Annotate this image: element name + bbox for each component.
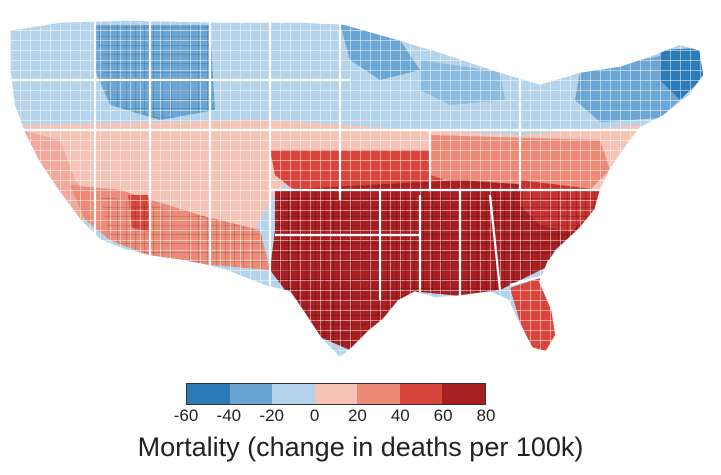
- colorbar-bin: [442, 384, 486, 404]
- state-borders: [10, 20, 700, 300]
- map-svg: [9, 19, 705, 359]
- colorbar-tick-label: 60: [433, 406, 453, 425]
- colorbar-ticks: -60 -40 -20 0 20 40 60 80: [174, 406, 496, 430]
- colorbar-tick-label: 80: [476, 406, 496, 425]
- colorbar: [186, 383, 486, 405]
- colorbar-bin: [272, 384, 315, 404]
- colorbar-bin: [187, 384, 230, 404]
- colorbar-tick-label: -40: [216, 406, 242, 425]
- colorbar-tick-label: -60: [173, 406, 199, 425]
- colorbar-bin: [314, 384, 358, 404]
- colorbar-tick-label: 40: [390, 406, 410, 425]
- colorbar-bin: [229, 384, 273, 404]
- colorbar-title: Mortality (change in deaths per 100k): [137, 432, 584, 462]
- county-grid-southwest: [100, 195, 270, 270]
- colorbar-tick-label: -20: [259, 406, 284, 425]
- colorbar-tick-label: 20: [347, 406, 367, 425]
- county-grid-north: [95, 25, 215, 120]
- us-county-mortality-map: [9, 19, 705, 359]
- county-grid-south: [270, 190, 600, 350]
- colorbar-bin: [399, 384, 443, 404]
- colorbar-tick-label: 0: [309, 406, 320, 425]
- colorbar-bin: [357, 384, 400, 404]
